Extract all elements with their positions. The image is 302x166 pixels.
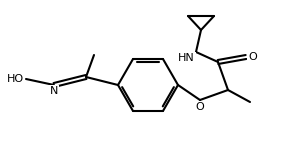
Text: O: O [196, 102, 204, 112]
Text: HO: HO [7, 74, 24, 84]
Text: HN: HN [178, 53, 195, 63]
Text: O: O [248, 52, 257, 62]
Text: N: N [50, 86, 58, 96]
